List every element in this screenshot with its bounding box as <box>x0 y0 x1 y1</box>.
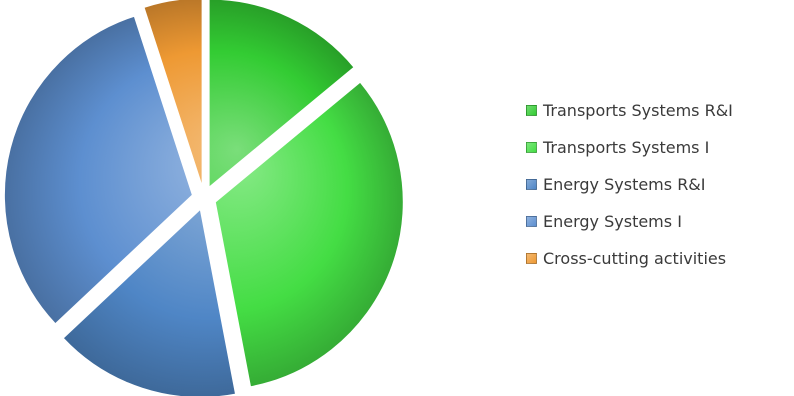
legend-swatch <box>526 252 537 264</box>
legend-label: Energy Systems R&I <box>543 174 706 194</box>
legend-label: Transports Systems I <box>543 137 710 157</box>
legend-label: Transports Systems R&I <box>543 100 733 120</box>
legend-item: Transports Systems I <box>526 134 733 160</box>
legend-swatch <box>526 141 537 153</box>
pie-slice <box>62 208 237 396</box>
legend-swatch <box>526 215 537 227</box>
pie-chart <box>3 0 404 396</box>
pie-slice <box>3 15 193 325</box>
legend-item: Cross-cutting activities <box>526 245 733 271</box>
legend-swatch <box>526 178 537 190</box>
legend-item: Energy Systems I <box>526 208 733 234</box>
legend-item: Energy Systems R&I <box>526 171 733 197</box>
legend-item: Transports Systems R&I <box>526 97 733 123</box>
legend-label: Cross-cutting activities <box>543 248 727 268</box>
legend-swatch <box>526 104 537 116</box>
legend-label: Energy Systems I <box>543 211 682 231</box>
pie-slice <box>143 0 203 187</box>
pie-slices <box>3 0 404 396</box>
chart-legend: Transports Systems R&I Transports System… <box>526 97 733 282</box>
pie-slice <box>208 0 355 189</box>
pie-slice <box>214 81 404 388</box>
